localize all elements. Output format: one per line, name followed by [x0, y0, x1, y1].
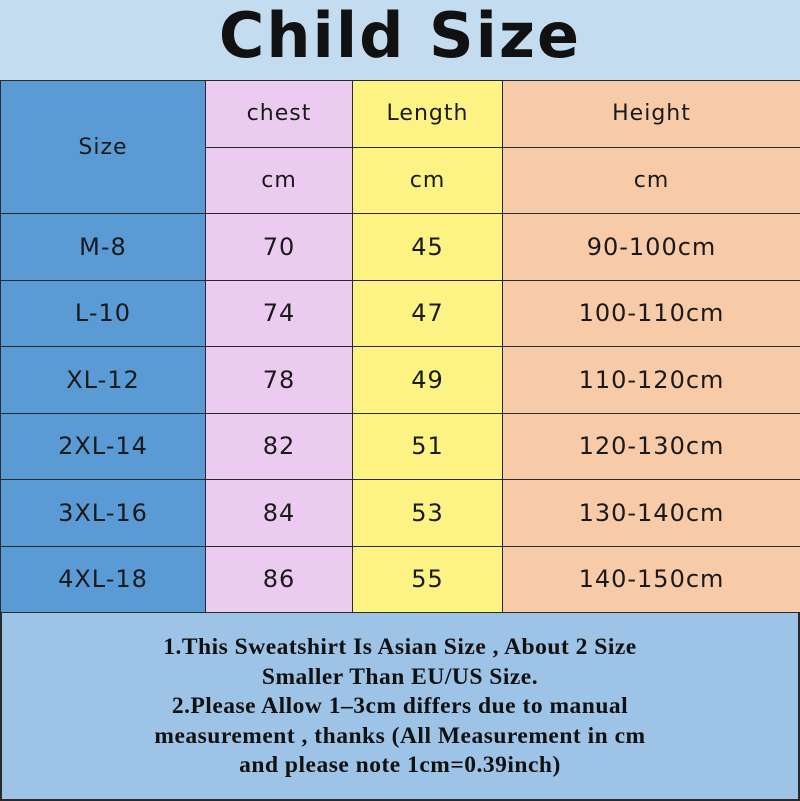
cell-chest: 78 [206, 347, 353, 414]
cell-length: 53 [353, 480, 503, 547]
cell-chest: 74 [206, 280, 353, 347]
unit-height: cm [503, 147, 800, 214]
cell-height: 130-140cm [503, 480, 800, 547]
unit-length: cm [353, 147, 503, 214]
cell-chest: 70 [206, 214, 353, 281]
cell-length: 45 [353, 214, 503, 281]
header-length: Length [353, 81, 503, 148]
cell-length: 55 [353, 546, 503, 613]
cell-size: M-8 [1, 214, 206, 281]
page-title: Child Size [0, 0, 800, 80]
note-line: 2.Please Allow 1–3cm differs due to manu… [2, 692, 798, 722]
cell-size: L-10 [1, 280, 206, 347]
note-line: Smaller Than EU/US Size. [2, 663, 798, 693]
cell-size: 3XL-16 [1, 480, 206, 547]
cell-height: 100-110cm [503, 280, 800, 347]
cell-chest: 84 [206, 480, 353, 547]
header-height: Height [503, 81, 800, 148]
note-line: 1.This Sweatshirt Is Asian Size , About … [2, 633, 798, 663]
cell-size: 2XL-14 [1, 413, 206, 480]
header-size: Size [1, 81, 206, 214]
cell-chest: 86 [206, 546, 353, 613]
cell-length: 51 [353, 413, 503, 480]
header-chest: chest [206, 81, 353, 148]
cell-size: XL-12 [1, 347, 206, 414]
cell-length: 47 [353, 280, 503, 347]
header-row: Size chest Length Height [1, 81, 800, 148]
cell-height: 140-150cm [503, 546, 800, 613]
cell-height: 110-120cm [503, 347, 800, 414]
notes: 1.This Sweatshirt Is Asian Size , About … [0, 613, 800, 801]
note-line: measurement , thanks (All Measurement in… [2, 722, 798, 752]
cell-height: 90-100cm [503, 214, 800, 281]
cell-size: 4XL-18 [1, 546, 206, 613]
cell-chest: 82 [206, 413, 353, 480]
cell-length: 49 [353, 347, 503, 414]
cell-height: 120-130cm [503, 413, 800, 480]
note-line: and please note 1cm=0.39inch) [2, 751, 798, 781]
unit-chest: cm [206, 147, 353, 214]
